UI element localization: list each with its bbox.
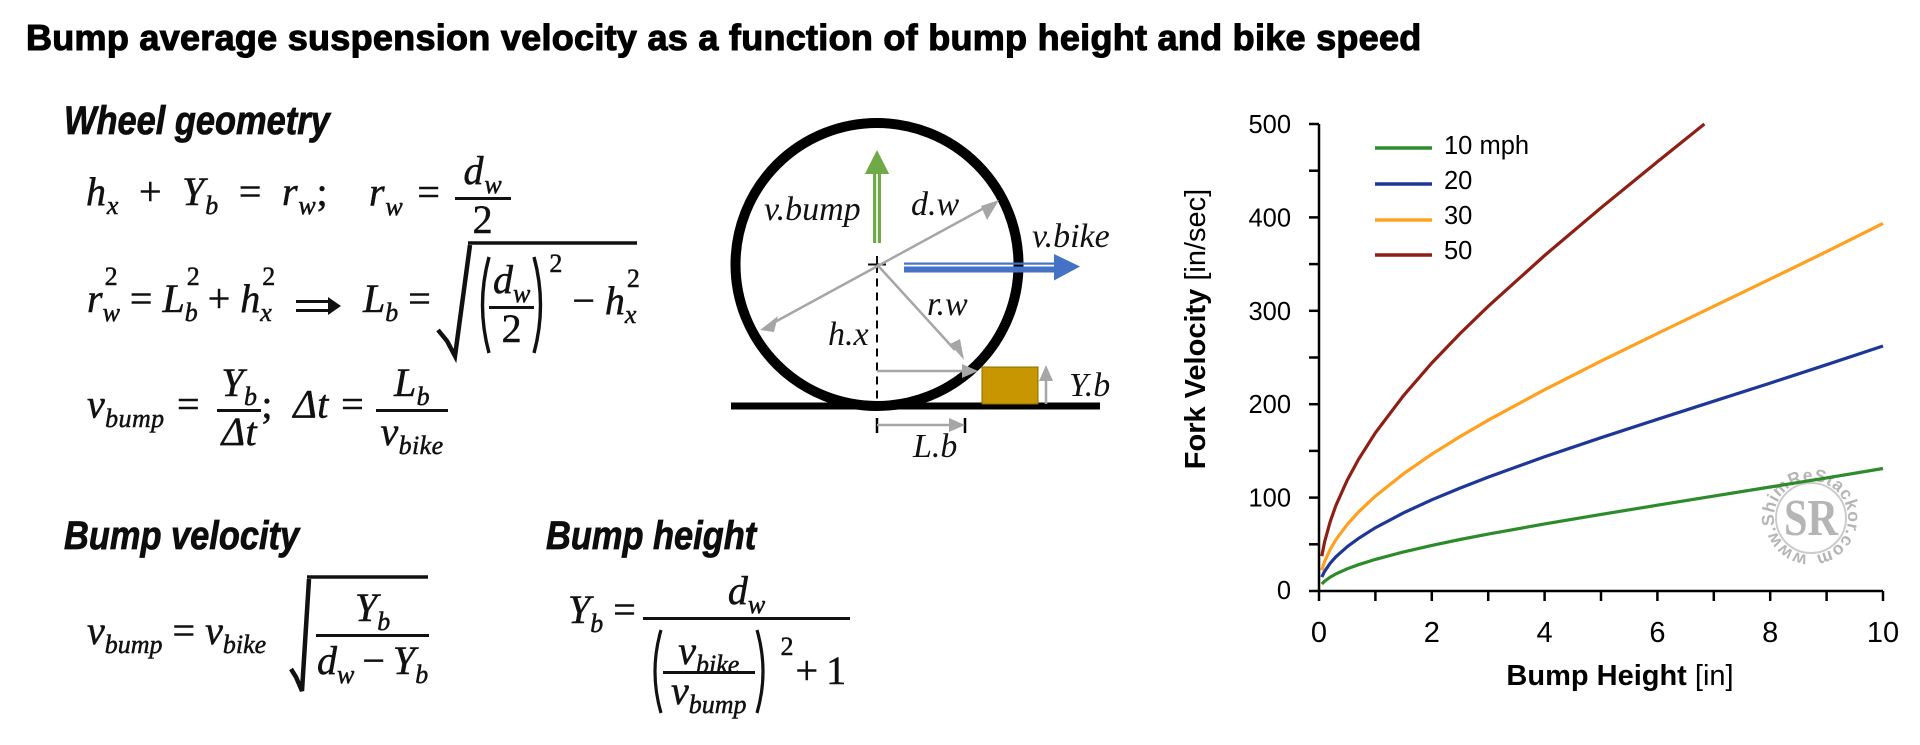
svg-text:10 mph: 10 mph — [1444, 132, 1529, 160]
svg-text:50: 50 — [1444, 237, 1472, 265]
svg-text:4: 4 — [1537, 617, 1553, 649]
svg-text:400: 400 — [1248, 204, 1291, 232]
svg-text:h.x: h.x — [828, 316, 869, 353]
svg-text:r.w: r.w — [927, 286, 968, 323]
svg-text:v.bike: v.bike — [1032, 218, 1110, 255]
svg-text:Y.b: Y.b — [1069, 367, 1110, 404]
svg-text:300: 300 — [1248, 298, 1291, 326]
svg-text:v.bump: v.bump — [764, 191, 861, 228]
svg-text:0: 0 — [1311, 617, 1327, 649]
svg-text:SR: SR — [1784, 490, 1839, 547]
svg-text:L.b: L.b — [912, 428, 957, 465]
svg-text:8: 8 — [1762, 617, 1778, 649]
svg-text:6: 6 — [1649, 617, 1665, 649]
svg-text:Fork Velocity [in/sec]: Fork Velocity [in/sec] — [1180, 189, 1212, 469]
svg-text:0: 0 — [1277, 577, 1291, 605]
svg-text:30: 30 — [1444, 202, 1472, 230]
svg-text:500: 500 — [1248, 111, 1291, 139]
svg-text:d.w: d.w — [911, 186, 960, 223]
svg-text:10: 10 — [1867, 617, 1899, 649]
svg-text:Bump Height [in]: Bump Height [in] — [1506, 660, 1733, 692]
svg-text:20: 20 — [1444, 167, 1472, 195]
svg-text:100: 100 — [1248, 485, 1291, 513]
svg-text:200: 200 — [1248, 391, 1291, 419]
svg-text:2: 2 — [1424, 617, 1440, 649]
